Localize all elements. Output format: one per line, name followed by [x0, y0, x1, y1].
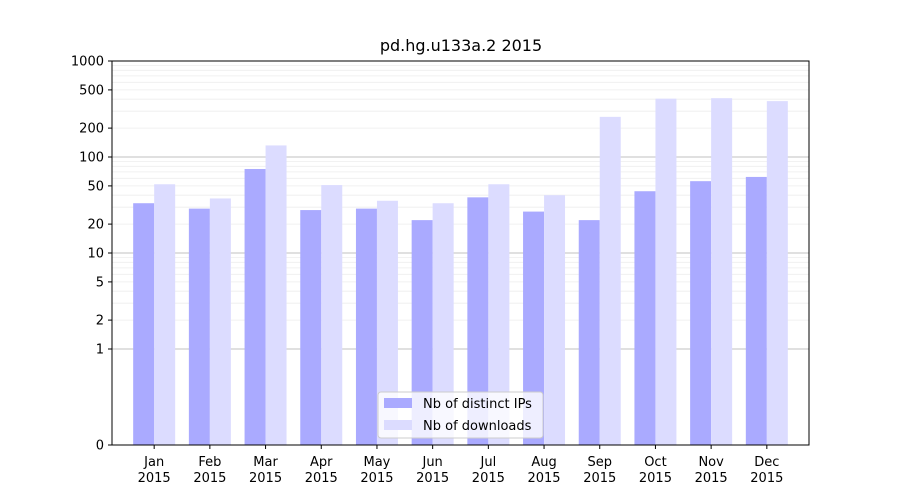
- y-tick-label: 200: [79, 122, 104, 137]
- bar-distinct-ips: [578, 220, 600, 445]
- bar-downloads: [711, 98, 733, 445]
- bar-distinct-ips: [411, 220, 433, 445]
- x-tick-label: Dec 2015: [750, 455, 783, 486]
- y-tick-label: 5: [96, 275, 104, 290]
- y-tick-label: 50: [87, 179, 104, 194]
- bar-downloads: [766, 101, 788, 445]
- bar-distinct-ips: [634, 191, 656, 445]
- bar-downloads: [655, 98, 677, 445]
- x-tick-label: Apr 2015: [305, 455, 338, 486]
- x-tick-label: Sep 2015: [583, 455, 616, 486]
- x-tick-label: Jan 2015: [138, 455, 171, 486]
- x-tick-label: Feb 2015: [193, 455, 226, 486]
- bar-distinct-ips: [690, 181, 712, 445]
- x-tick-label: May 2015: [360, 455, 393, 486]
- bar-distinct-ips: [133, 203, 155, 445]
- x-axis: Jan 2015 Feb 2015 Mar 2015 Apr 2015 May 2015 Jun 20…: [138, 445, 783, 486]
- bar-distinct-ips: [523, 211, 545, 445]
- bar-downloads: [154, 184, 176, 445]
- y-tick-label: 0: [96, 439, 104, 454]
- y-tick-label: 1: [96, 343, 104, 358]
- x-tick-label: Mar 2015: [249, 455, 282, 486]
- legend-swatch-ips: [384, 398, 412, 408]
- x-tick-label: Jun 2015: [416, 455, 449, 486]
- bar-downloads: [321, 185, 343, 446]
- x-tick-label: Aug 2015: [527, 455, 560, 486]
- y-tick-label: 500: [79, 83, 104, 98]
- legend-swatch-downloads: [384, 420, 412, 430]
- bar-downloads: [599, 116, 621, 445]
- x-tick-label: Oct 2015: [639, 455, 672, 486]
- y-tick-label: 2: [96, 314, 104, 329]
- legend-label-ips: Nb of distinct IPs: [423, 397, 532, 412]
- y-tick-label: 100: [79, 151, 104, 166]
- y-axis: 0 1 2 5 10 20 50 100 200 500 1000: [71, 55, 112, 454]
- bar-distinct-ips: [745, 176, 767, 445]
- bar-downloads: [432, 203, 454, 445]
- bar-distinct-ips: [188, 208, 210, 445]
- legend: Nb of distinct IPs Nb of downloads: [377, 391, 544, 439]
- bar-downloads: [544, 195, 566, 445]
- bar-distinct-ips: [300, 210, 322, 445]
- bar-downloads: [265, 145, 287, 445]
- bar-distinct-ips: [244, 168, 266, 445]
- x-tick-label: Nov 2015: [695, 455, 728, 486]
- bar-distinct-ips: [355, 208, 377, 445]
- bar-downloads: [488, 184, 510, 445]
- legend-box: [377, 391, 544, 439]
- y-tick-label: 20: [87, 218, 104, 233]
- bars: [133, 98, 788, 446]
- y-tick-label: 10: [87, 247, 104, 262]
- bar-downloads: [209, 198, 231, 445]
- bar-downloads: [376, 200, 398, 445]
- bar-distinct-ips: [467, 197, 489, 445]
- legend-label-downloads: Nb of downloads: [423, 419, 532, 434]
- x-tick-label: Jul 2015: [472, 455, 505, 486]
- chart-title: pd.hg.u133a.2 2015: [380, 36, 542, 55]
- y-tick-label: 1000: [71, 55, 104, 70]
